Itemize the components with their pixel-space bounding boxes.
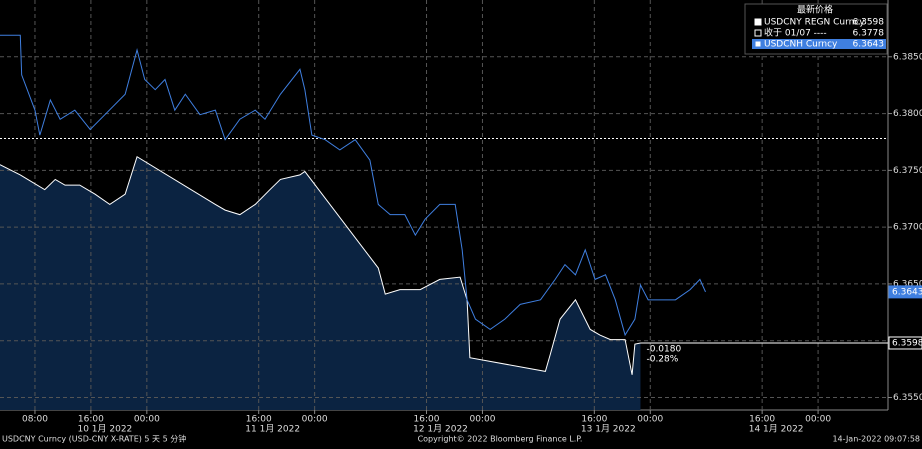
y-tick-label: 6.3650 bbox=[893, 279, 922, 289]
legend-value: 6.3643 bbox=[853, 40, 885, 50]
date-label: 12 1月 2022 bbox=[413, 424, 468, 435]
line bbox=[0, 155, 641, 375]
footer-left: USDCNY Curncy (USD-CNY X-RATE) 5 天 5 分钟 bbox=[2, 434, 186, 444]
legend-label: USDCNH Curncy bbox=[764, 40, 838, 50]
x-tick-label: 00:00 bbox=[469, 415, 495, 425]
x-tick-label: 00:00 bbox=[134, 415, 160, 425]
date-label: 13 1月 2022 bbox=[581, 424, 636, 435]
area bbox=[0, 156, 641, 410]
y-tick-label: 6.3850 bbox=[893, 52, 922, 62]
y-tick-label: 6.3750 bbox=[893, 166, 922, 176]
footer-right: 14-Jan-2022 09:07:58 bbox=[832, 435, 920, 444]
y-tick-label: 6.3800 bbox=[893, 109, 922, 119]
y-tick-label: 6.3700 bbox=[893, 223, 922, 233]
legend-value: 6.3598 bbox=[853, 18, 885, 28]
x-tick-label: 16:00 bbox=[581, 415, 607, 425]
last-value-label: 6.3643 bbox=[892, 287, 922, 297]
x-tick-label: 08:00 bbox=[22, 415, 48, 425]
x-tick-label: 16:00 bbox=[414, 415, 440, 425]
legend-swatch bbox=[754, 18, 762, 26]
last-value-tag bbox=[888, 285, 922, 299]
x-tick-label: 16:00 bbox=[749, 415, 775, 425]
last-value-tag bbox=[888, 336, 922, 350]
legend-label: 收于 01/07 ---- bbox=[764, 27, 827, 39]
legend-swatch bbox=[754, 40, 762, 48]
x-tick-label: 00:00 bbox=[637, 415, 663, 425]
date-label: 14 1月 2022 bbox=[749, 424, 804, 435]
y-tick-label: 6.3550 bbox=[893, 393, 922, 403]
legend-value: 6.3778 bbox=[853, 29, 885, 39]
footer-center: Copyright© 2022 Bloomberg Finance L.P. bbox=[418, 435, 583, 444]
date-label: 10 1月 2022 bbox=[77, 424, 132, 435]
legend-title: 最新价格 bbox=[797, 4, 833, 16]
last-value-label: 6.3598 bbox=[892, 338, 922, 348]
x-tick-label: 00:00 bbox=[805, 415, 831, 425]
annotation: -0.0180 bbox=[646, 344, 681, 354]
x-tick-label: 00:00 bbox=[302, 415, 328, 425]
legend-swatch bbox=[754, 29, 762, 37]
annotation: -0.28% bbox=[646, 354, 678, 364]
x-tick-label: 16:00 bbox=[246, 415, 272, 425]
legend-row-highlight bbox=[752, 39, 886, 49]
date-label: 11 1月 2022 bbox=[245, 424, 300, 435]
x-tick-label: 16:00 bbox=[78, 415, 104, 425]
line bbox=[0, 34, 706, 337]
legend-label: USDCNY REGN Curncy bbox=[764, 18, 865, 28]
